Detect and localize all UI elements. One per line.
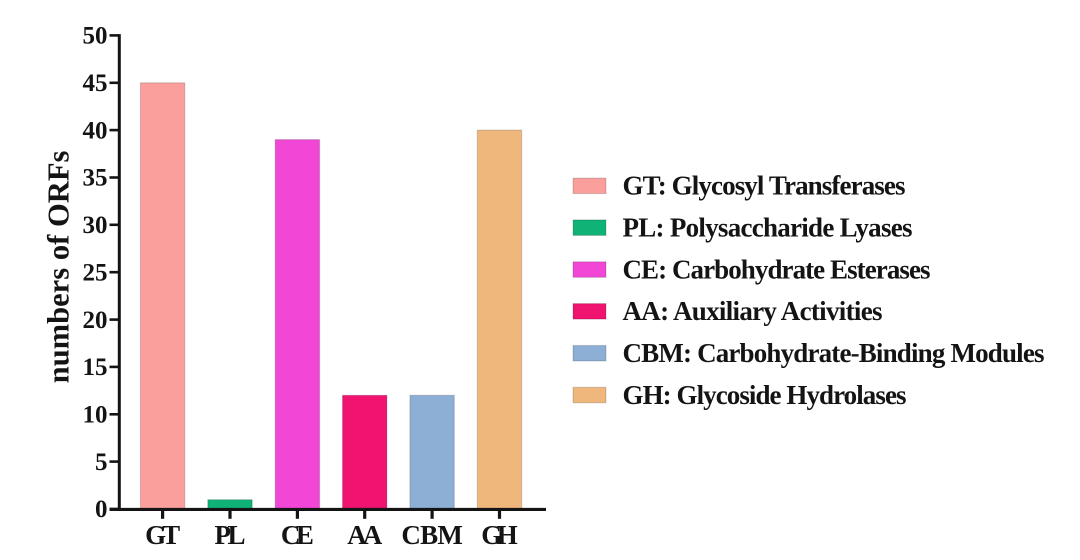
svg-text:40: 40 bbox=[83, 117, 108, 144]
svg-text:5: 5 bbox=[95, 449, 108, 476]
svg-text:PL: Polysaccharide Lyases: PL: Polysaccharide Lyases bbox=[623, 213, 913, 243]
svg-text:GH: Glycoside Hydrolases: GH: Glycoside Hydrolases bbox=[623, 380, 907, 410]
svg-text:CBM: Carbohydrate-Binding Modu: CBM: Carbohydrate-Binding Modules bbox=[623, 338, 1045, 368]
svg-text:45: 45 bbox=[83, 70, 108, 97]
svg-text:numbers of ORFs: numbers of ORFs bbox=[42, 150, 76, 383]
svg-text:35: 35 bbox=[83, 165, 108, 192]
svg-text:50: 50 bbox=[83, 23, 108, 50]
svg-text:CE: CE bbox=[281, 520, 314, 550]
svg-text:20: 20 bbox=[83, 307, 108, 334]
svg-text:AA: AA bbox=[347, 520, 383, 550]
svg-text:GT: Glycosyl Transferases: GT: Glycosyl Transferases bbox=[623, 171, 906, 201]
svg-text:0: 0 bbox=[95, 496, 108, 523]
svg-text:15: 15 bbox=[83, 354, 108, 381]
svg-text:30: 30 bbox=[83, 212, 108, 239]
svg-text:GH: GH bbox=[481, 520, 518, 550]
svg-text:AA: Auxiliary Activities: AA: Auxiliary Activities bbox=[623, 296, 883, 326]
svg-text:GT: GT bbox=[145, 520, 180, 550]
svg-text:10: 10 bbox=[83, 402, 108, 429]
svg-text:CE: Carbohydrate Esterases: CE: Carbohydrate Esterases bbox=[623, 254, 931, 284]
svg-text:PL: PL bbox=[215, 520, 246, 550]
svg-text:25: 25 bbox=[83, 259, 108, 286]
svg-text:CBM: CBM bbox=[401, 520, 463, 550]
